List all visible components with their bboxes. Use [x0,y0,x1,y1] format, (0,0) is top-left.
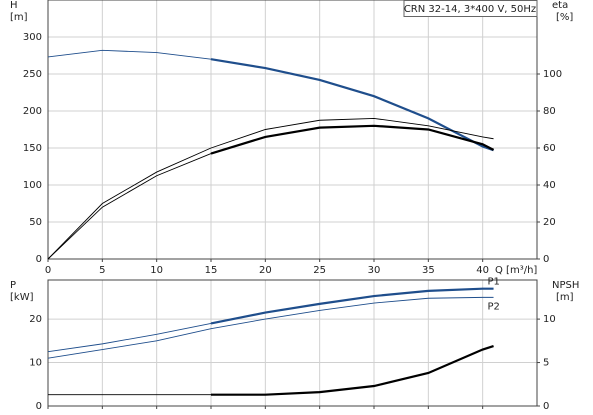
y-tick-label: 300 [23,32,42,43]
x-tick-label: 10 [150,265,163,276]
title-box [403,0,538,17]
y2-axis-label: NPSH [552,280,579,291]
y-tick-label: 0 [36,401,42,412]
plot-frame [47,0,538,260]
x-axis-label: Q [m³/h] [495,265,537,276]
duty-curve [210,58,494,152]
curve [47,125,494,260]
x-tick-label: 5 [99,265,105,276]
curve [47,117,494,260]
y-axis-unit: [m] [10,12,28,23]
y-axis-label: P [10,280,16,291]
y-tick-label: 100 [23,180,42,191]
y-tick-label: 0 [36,254,42,265]
y-tick-label: 50 [29,217,42,228]
y-tick-label: 250 [23,69,42,80]
series-label: P1 [488,277,500,288]
y-axis-unit: [kW] [10,292,34,303]
y2-tick-label: 5 [543,358,549,369]
y-tick-label: 20 [29,314,42,325]
curve [48,345,494,396]
duty-curve [211,344,494,396]
duty-curve [210,287,494,325]
y2-tick-label: 20 [543,217,556,228]
y2-tick-label: 0 [543,401,549,412]
y2-tick-label: 80 [543,106,556,117]
x-tick-label: 30 [368,265,381,276]
y2-tick-label: 40 [543,180,556,191]
y-tick-label: 10 [29,358,42,369]
x-tick-label: 25 [313,265,326,276]
series-label: P2 [488,301,500,312]
y-tick-label: 200 [23,106,42,117]
y2-tick-label: 60 [543,143,556,154]
x-tick-label: 20 [259,265,272,276]
plot-frame [47,279,538,407]
y-tick-label: 150 [23,143,42,154]
curve [47,296,494,359]
y2-tick-label: 0 [543,254,549,265]
x-tick-label: 15 [205,265,218,276]
x-tick-label: 0 [45,265,51,276]
duty-curve [210,124,495,155]
chart-title: CRN 32-14, 3*400 V, 50Hz [404,4,536,15]
y2-tick-label: 100 [543,69,562,80]
y2-axis-unit: [m] [556,292,574,303]
y2-axis-label: eta [552,0,568,11]
y-axis-label: H [10,0,18,11]
x-tick-label: 40 [476,265,489,276]
y2-axis-unit: [%] [556,12,573,23]
x-tick-label: 35 [422,265,435,276]
y2-tick-label: 10 [543,314,556,325]
